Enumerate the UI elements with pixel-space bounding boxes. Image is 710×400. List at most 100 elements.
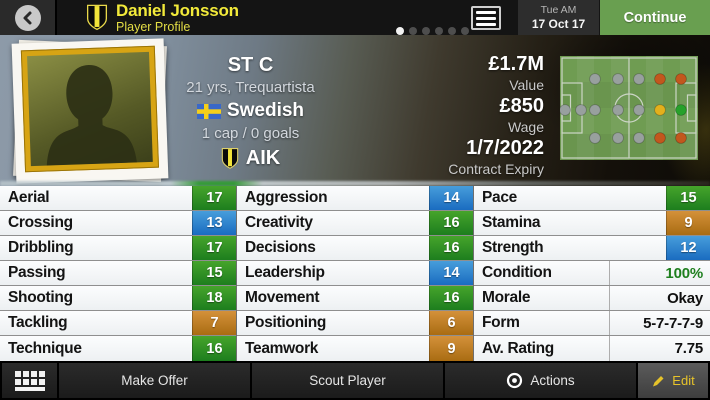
position-dots <box>560 73 687 144</box>
contract-date: 1/7/2022 <box>466 137 544 159</box>
finance-summary: £1.7M Value £850 Wage 1/7/2022 Contract … <box>408 53 544 179</box>
attribute-value-badge: 14 <box>429 261 473 285</box>
status-row: Av. Rating 7.75 <box>474 336 710 361</box>
make-offer-button[interactable]: Make Offer <box>59 363 250 398</box>
position-text: ST C <box>227 54 274 76</box>
attribute-value-badge: 18 <box>192 286 236 310</box>
attribute-value-badge: 9 <box>429 336 473 361</box>
page-dot <box>409 27 417 35</box>
attribute-label: Movement <box>245 289 320 306</box>
attribute-value-badge: 6 <box>429 311 473 335</box>
attribute-value-badge: 13 <box>192 211 236 235</box>
attribute-row: Tackling 7 <box>0 311 236 336</box>
action-bar: Make Offer Scout Player Actions Edit <box>0 361 710 400</box>
date-value: 17 Oct 17 <box>531 17 586 32</box>
scout-player-button[interactable]: Scout Player <box>252 363 443 398</box>
page-subtitle: Player Profile <box>116 20 191 34</box>
attribute-row: Teamwork 9 <box>237 336 473 361</box>
hero-bottom-blur <box>0 181 710 186</box>
game-date: Tue AM 17 Oct 17 <box>518 0 599 35</box>
wage-amount: £850 <box>499 95 545 117</box>
sweden-flag-icon <box>196 103 221 119</box>
attributes-column-technical: Aerial 17 Crossing 13 Dribbling 17 Passing 15 Sh… <box>0 186 237 361</box>
player-silhouette-icon <box>27 51 153 167</box>
attribute-row: Technique 16 <box>0 336 236 361</box>
edit-label: Edit <box>672 373 695 388</box>
attribute-label: Stamina <box>482 214 541 231</box>
page-title: Daniel Jonsson <box>116 1 239 20</box>
attribute-row: Stamina 9 <box>474 211 710 236</box>
attribute-row: Movement 16 <box>237 286 473 311</box>
value-label: Value <box>509 77 544 93</box>
target-icon <box>507 372 523 389</box>
attribute-value-badge: 16 <box>429 236 473 260</box>
attribute-value-badge: 15 <box>666 186 710 210</box>
attribute-label: Strength <box>482 239 544 256</box>
player-key-info: ST C 21 yrs, Trequartista Swedish 1 cap … <box>163 54 338 171</box>
actions-label: Actions <box>530 373 575 388</box>
nationality-line: Swedish <box>163 99 338 123</box>
status-value: 5-7-7-7-9 <box>609 311 710 335</box>
edit-button[interactable]: Edit <box>638 363 708 398</box>
attribute-label: Technique <box>8 339 82 357</box>
attributes-column-physical-status: Pace 15 Stamina 9 Strength 12 Condition 100% Mor… <box>474 186 710 361</box>
status-row: Condition 100% <box>474 261 710 286</box>
attribute-value-badge: 16 <box>429 211 473 235</box>
attribute-label: Aggression <box>245 189 328 206</box>
date-period: Tue AM <box>540 3 577 16</box>
back-chevron-icon <box>14 4 41 31</box>
attribute-label: Leadership <box>245 264 325 281</box>
actions-button[interactable]: Actions <box>445 363 636 398</box>
attribute-row: Strength 12 <box>474 236 710 261</box>
pencil-icon <box>653 375 664 386</box>
attribute-label: Aerial <box>8 189 50 206</box>
attribute-value-badge: 17 <box>192 236 236 260</box>
page-dot <box>435 27 443 35</box>
page-dot <box>422 27 430 35</box>
attribute-value-badge: 7 <box>192 311 236 335</box>
attribute-label: Creativity <box>245 214 313 231</box>
attribute-row: Positioning 6 <box>237 311 473 336</box>
attribute-value-badge: 14 <box>429 186 473 210</box>
attribute-label: Decisions <box>245 239 316 256</box>
status-value: 100% <box>609 261 710 285</box>
header-titles: Daniel Jonsson Player Profile <box>116 1 239 35</box>
page-dot <box>461 27 469 35</box>
attribute-label: Positioning <box>245 314 327 331</box>
back-button[interactable] <box>0 0 57 35</box>
menu-icon[interactable] <box>471 6 501 30</box>
status-label: Form <box>482 314 520 331</box>
attribute-row: Aggression 14 <box>237 186 473 211</box>
club-link[interactable]: AIK <box>163 145 338 171</box>
status-value: Okay <box>609 286 710 310</box>
status-label: Condition <box>482 264 552 281</box>
page-dots <box>396 27 469 35</box>
attribute-row: Crossing 13 <box>0 211 236 236</box>
page-dot <box>448 27 456 35</box>
attribute-label: Crossing <box>8 214 73 231</box>
attribute-value-badge: 17 <box>192 186 236 210</box>
attribute-label: Tackling <box>8 314 68 331</box>
attribute-row: Decisions 16 <box>237 236 473 261</box>
club-name-text: AIK <box>245 147 281 169</box>
nationality-text: Swedish <box>226 100 305 121</box>
attribute-row: Dribbling 17 <box>0 236 236 261</box>
status-label: Morale <box>482 289 531 306</box>
attributes-table: Aerial 17 Crossing 13 Dribbling 17 Passing 15 Sh… <box>0 186 710 361</box>
caps-goals-text: 1 cap / 0 goals <box>201 125 300 142</box>
wage-label: Wage <box>507 119 544 135</box>
continue-button[interactable]: Continue <box>600 0 710 35</box>
attribute-label: Pace <box>482 189 517 206</box>
attribute-label: Teamwork <box>245 339 319 357</box>
attribute-row: Creativity 16 <box>237 211 473 236</box>
value-amount: £1.7M <box>488 53 544 75</box>
contract-label: Contract Expiry <box>448 161 544 177</box>
attribute-label: Dribbling <box>8 239 74 256</box>
squad-grid-button[interactable] <box>2 363 57 398</box>
attribute-row: Shooting 18 <box>0 286 236 311</box>
club-crest-icon <box>86 4 108 36</box>
attribute-value-badge: 12 <box>666 236 710 260</box>
attribute-row: Pace 15 <box>474 186 710 211</box>
attributes-column-mental: Aggression 14 Creativity 16 Decisions 16 Leade… <box>237 186 474 361</box>
